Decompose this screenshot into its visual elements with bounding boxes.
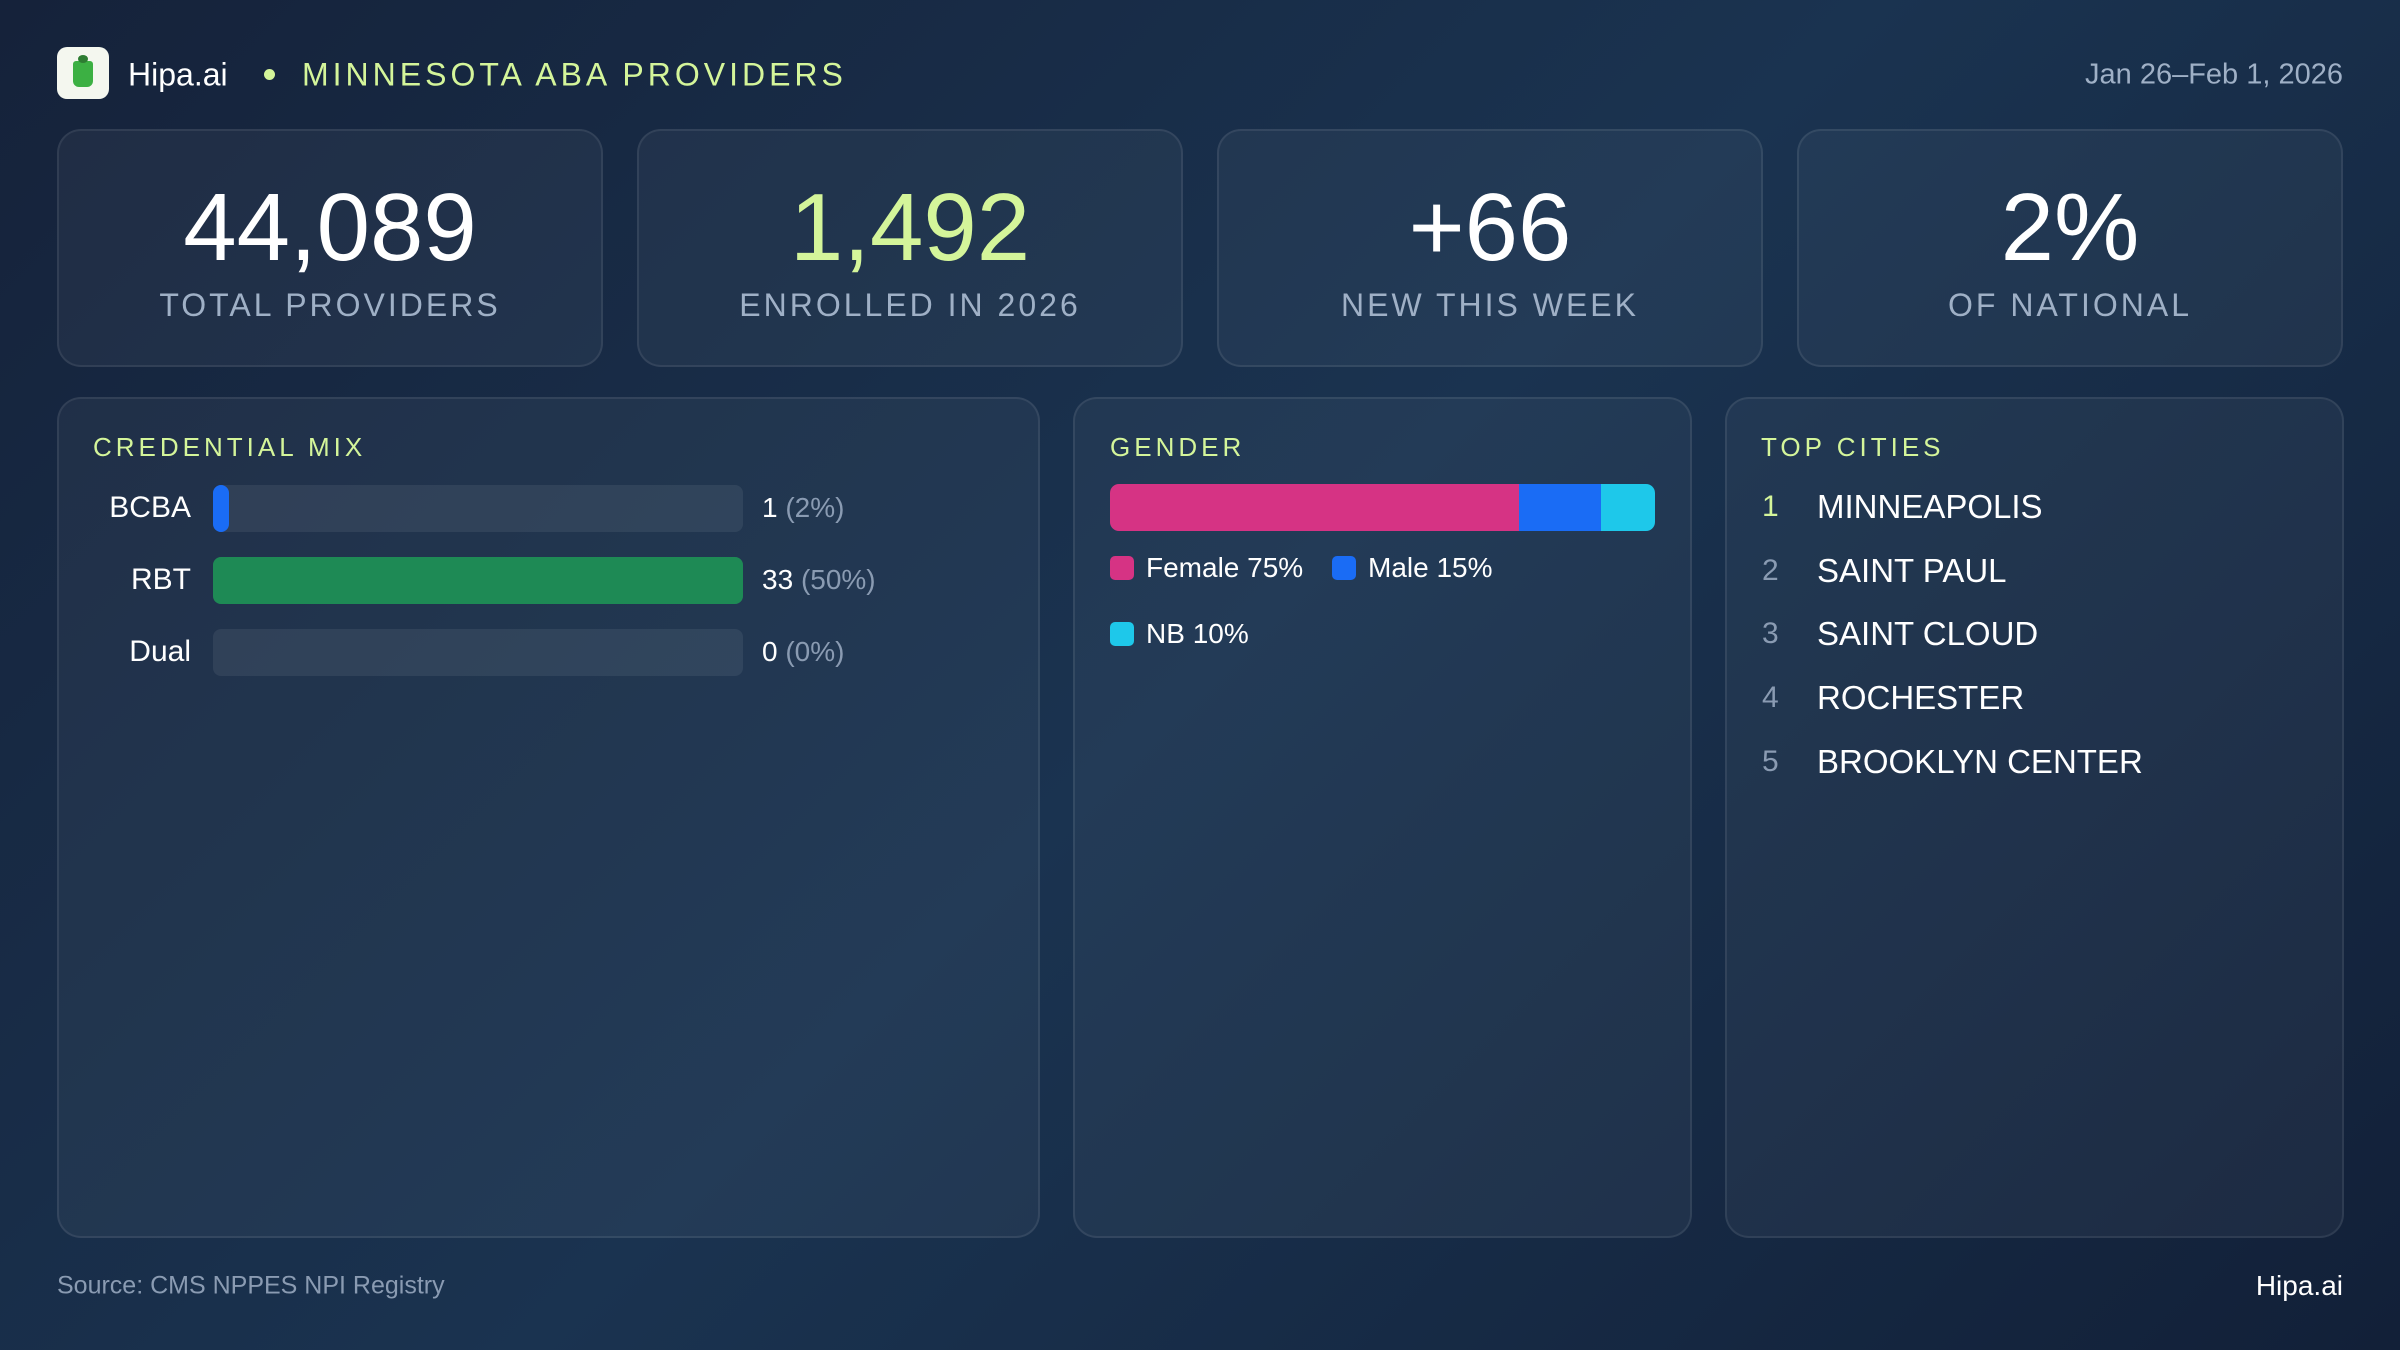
city-name: ROCHESTER xyxy=(1817,679,2025,716)
credential-panel xyxy=(57,397,1040,1238)
panel-title: CREDENTIAL MIX xyxy=(93,432,367,462)
brand: Hipa.ai xyxy=(128,56,228,93)
share: (2%) xyxy=(785,492,845,523)
panel-title: TOP CITIES xyxy=(1761,432,1945,462)
kpi-label: OF NATIONAL xyxy=(1948,287,2192,323)
kpi-value: 44,089 xyxy=(183,174,477,281)
bar xyxy=(213,556,743,604)
city-rank: 2 xyxy=(1762,554,1779,587)
share: (0%) xyxy=(785,636,845,667)
kpi-label: ENROLLED IN 2026 xyxy=(739,287,1081,323)
separator xyxy=(264,69,275,80)
kpi-card: 1,492 ENROLLED IN 2026 xyxy=(637,129,1183,367)
count: 1 xyxy=(762,492,778,523)
legend-swatch xyxy=(1110,622,1134,646)
date-range: Jan 26–Feb 1, 2026 xyxy=(2085,58,2343,91)
city-name: SAINT CLOUD xyxy=(1817,615,2039,652)
count: 0 xyxy=(762,636,778,667)
kpi-card: +66 NEW THIS WEEK xyxy=(1217,129,1763,367)
bar-segment xyxy=(1110,484,1519,531)
city-name: BROOKLYN CENTER xyxy=(1817,743,2143,780)
kpi-value: +66 xyxy=(1408,174,1572,281)
series-value: 15% xyxy=(1436,552,1493,583)
kpi-value: 1,492 xyxy=(789,174,1031,281)
city-name: SAINT PAUL xyxy=(1817,552,2007,589)
series-name: Female xyxy=(1146,552,1240,583)
series-value: 75% xyxy=(1247,552,1304,583)
bar-segment xyxy=(1600,484,1655,531)
city-rank: 5 xyxy=(1762,745,1779,778)
city-rank: 4 xyxy=(1762,681,1779,714)
bar-track xyxy=(213,484,743,532)
logo xyxy=(57,47,109,99)
value-label: 33 (50%) xyxy=(762,564,876,596)
bar-track xyxy=(213,628,743,676)
legend-label: Male 15% xyxy=(1368,552,1493,584)
legend-label: NB 10% xyxy=(1146,618,1249,650)
category-label: RBT xyxy=(131,563,191,596)
legend-swatch xyxy=(1110,556,1134,580)
series-name: Male xyxy=(1368,552,1429,583)
kpi-card: 44,089 TOTAL PROVIDERS xyxy=(57,129,603,367)
gender-panel xyxy=(1073,397,1692,1238)
value-label: 1 (2%) xyxy=(762,492,844,524)
footer-brand: Hipa.ai xyxy=(2255,1270,2343,1301)
city-rank: 3 xyxy=(1762,617,1779,650)
panel-title: GENDER xyxy=(1110,432,1246,462)
stacked-bar xyxy=(1110,484,1655,531)
share: (50%) xyxy=(800,564,876,595)
source: Source: CMS NPPES NPI Registry xyxy=(57,1271,445,1300)
value-label: 0 (0%) xyxy=(762,636,844,668)
count: 33 xyxy=(762,564,794,595)
cities-panel xyxy=(1725,397,2344,1238)
city-rank: 1 xyxy=(1762,490,1779,523)
kpi-label: NEW THIS WEEK xyxy=(1341,287,1639,323)
page-title: MINNESOTA ABA PROVIDERS xyxy=(302,56,847,93)
series-value: 10% xyxy=(1192,618,1249,649)
legend-label: Female 75% xyxy=(1146,552,1303,584)
city-name: MINNEAPOLIS xyxy=(1817,488,2043,525)
category-label: BCBA xyxy=(109,491,191,524)
kpi-card: 2% OF NATIONAL xyxy=(1797,129,2343,367)
bar-segment xyxy=(1518,484,1601,531)
bar xyxy=(213,484,230,532)
series-name: NB xyxy=(1146,618,1185,649)
category-label: Dual xyxy=(129,635,191,668)
legend-swatch xyxy=(1332,556,1356,580)
kpi-label: TOTAL PROVIDERS xyxy=(159,287,501,323)
kpi-value: 2% xyxy=(2000,174,2140,281)
